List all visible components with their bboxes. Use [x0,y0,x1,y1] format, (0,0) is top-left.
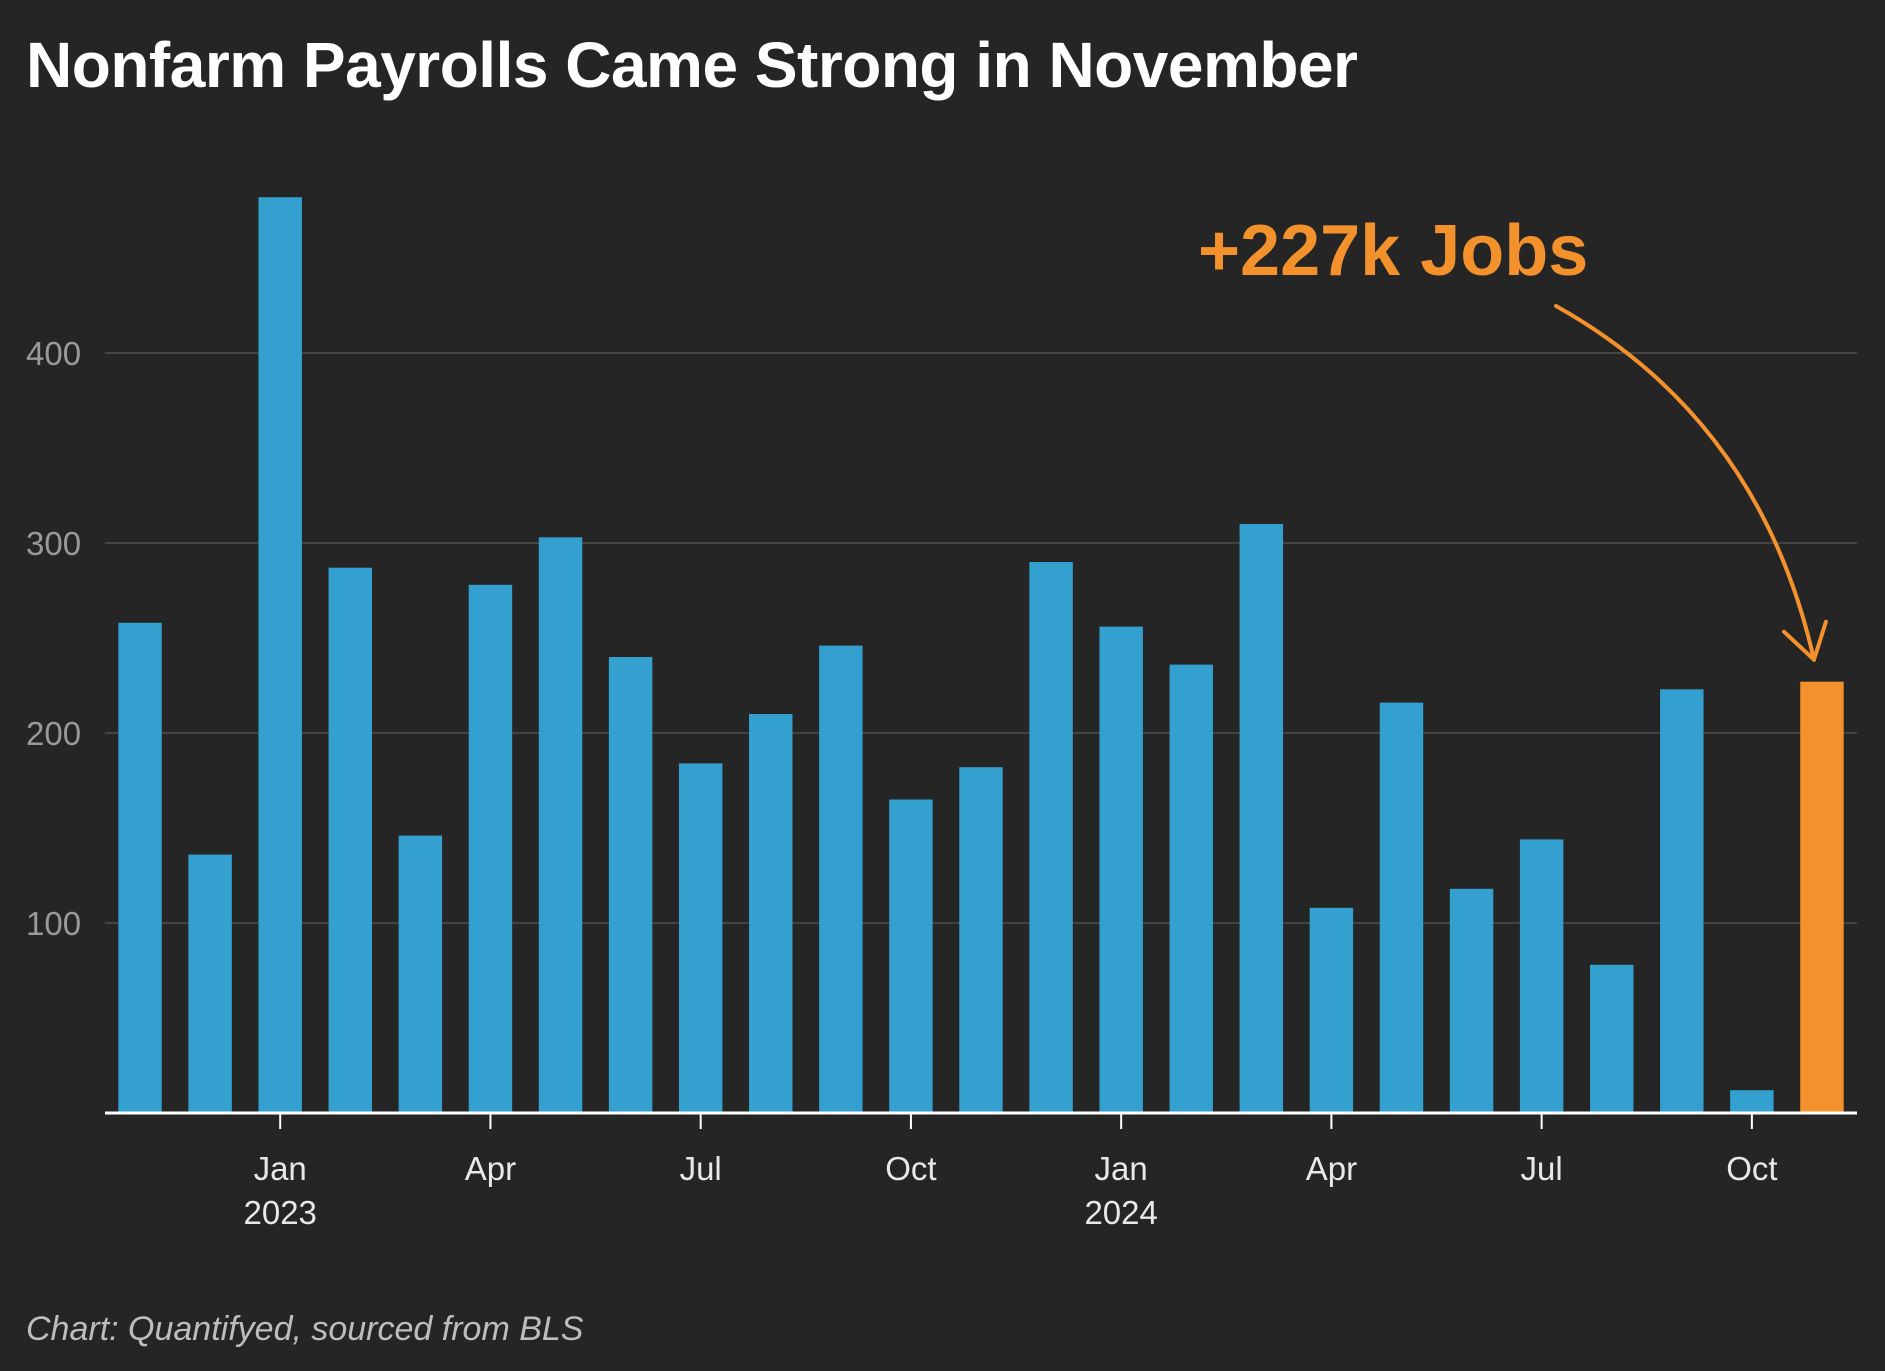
bar [889,799,933,1113]
bar [1519,839,1564,1113]
bar [819,645,863,1113]
y-tick-label: 300 [26,525,81,562]
y-tick-label: 100 [26,905,81,942]
x-tick-year-label: 2023 [243,1194,316,1231]
bar [258,197,302,1113]
bar [1730,1090,1774,1113]
bar [188,854,232,1113]
bar [118,622,162,1113]
bar [1449,888,1494,1113]
bar [1660,689,1704,1113]
x-tick-label: Jul [680,1150,722,1187]
chart-title: Nonfarm Payrolls Came Strong in November [26,29,1358,101]
x-tick-label: Jan [254,1150,307,1187]
source-note: Chart: Quantifyed, sourced from BLS [26,1310,584,1348]
bar [1589,964,1634,1113]
x-tick-year-label: 2024 [1084,1194,1157,1231]
bar [468,584,513,1113]
callout-label: +227k Jobs [1198,211,1588,291]
bar [959,767,1003,1113]
x-tick-label: Oct [885,1150,936,1187]
annotation: +227k Jobs [1198,211,1828,662]
x-tick-label: Oct [1726,1150,1777,1187]
bar [538,537,583,1113]
highlight-bar [1800,681,1844,1113]
bar [1379,702,1424,1113]
bar [1169,664,1213,1113]
bar [1029,562,1073,1113]
bar [328,567,373,1113]
bar [678,763,723,1113]
callout-arrowhead [1781,619,1828,662]
y-tick-label: 200 [26,715,81,752]
x-tick-label: Apr [1306,1150,1357,1187]
bars [118,197,1844,1113]
bar [1239,524,1284,1113]
bar [1309,907,1354,1113]
y-tick-label: 400 [26,335,81,372]
bar [608,657,653,1113]
gridlines: 100 200 300 400 [26,335,1857,942]
bar [749,714,793,1113]
x-tick-label: Jan [1095,1150,1148,1187]
x-axis: Jan 2023 Apr Jul Oct Jan 2024 Apr Jul Oct [105,1111,1857,1231]
callout-arrow [1554,304,1816,662]
x-tick-label: Apr [465,1150,516,1187]
x-tick-label: Jul [1521,1150,1563,1187]
bar [1099,626,1143,1113]
bar [398,835,443,1113]
